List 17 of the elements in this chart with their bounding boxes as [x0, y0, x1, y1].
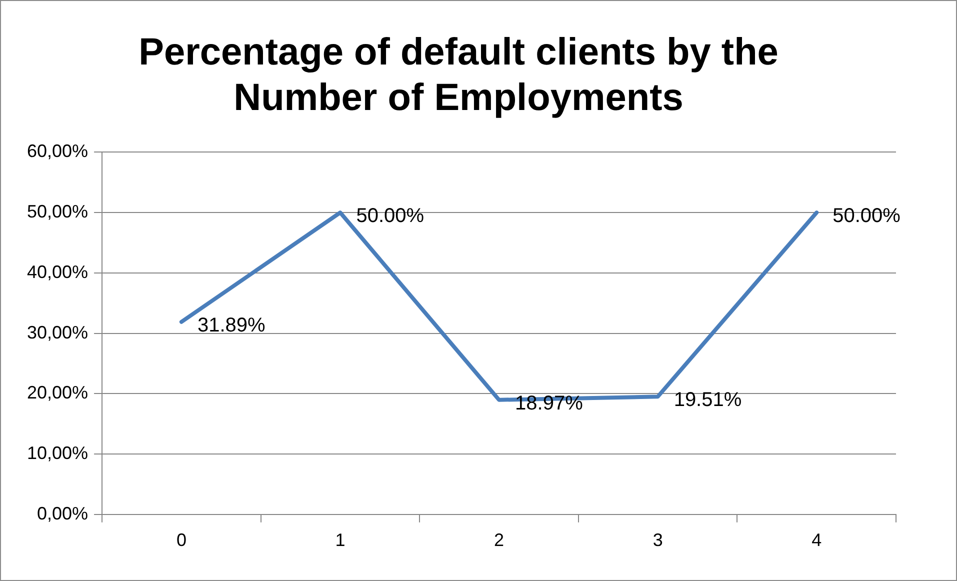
x-tick-label: 4 [812, 530, 822, 550]
data-label: 50.00% [356, 205, 424, 228]
chart-title: Percentage of default clients by the Number of Employments [138, 31, 778, 119]
data-label: 31.89% [197, 314, 266, 336]
data-label: 19.51% [674, 389, 742, 412]
y-tick-label: 0,00% [37, 503, 88, 524]
y-tick-label: 40,00% [26, 262, 88, 282]
x-tick-label: 2 [494, 530, 504, 550]
y-tick-label: 60,00% [26, 141, 88, 162]
data-label: 50.00% [832, 205, 901, 228]
y-tick-label: 30,00% [26, 322, 88, 342]
y-tick-label: 10,00% [26, 443, 88, 463]
y-tick-label: 20,00% [26, 382, 88, 403]
x-tick-label: 0 [176, 530, 186, 550]
y-tick-label: 50,00% [26, 202, 88, 222]
x-tick-label: 1 [335, 530, 346, 550]
x-tick-label: 3 [652, 530, 663, 550]
